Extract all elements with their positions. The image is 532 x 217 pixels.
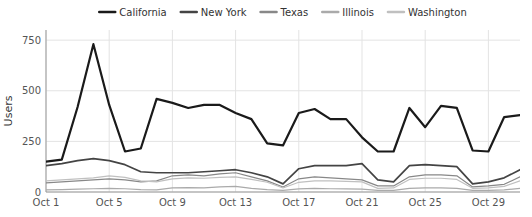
legend-label: Illinois	[342, 7, 374, 18]
y-tick-label: 750	[22, 35, 41, 46]
y-tick-label: 250	[22, 136, 41, 147]
grid-line-x	[235, 30, 236, 192]
lines	[46, 44, 520, 190]
legend-swatch	[99, 11, 115, 14]
grid-line-x	[46, 30, 47, 192]
chart: 0 250 500 750 Oct 1 Oct 5 Oct 9 Oct 13 Oct 17 Oct…	[0, 0, 532, 217]
series-line	[46, 44, 520, 161]
grid-line-x	[488, 30, 489, 192]
x-tick-label: Oct 13	[219, 197, 252, 208]
legend-swatch	[388, 11, 404, 14]
legend-label: New York	[201, 7, 247, 18]
grid-line-x	[109, 30, 110, 192]
series-line	[46, 159, 520, 184]
grid-line-x	[172, 30, 173, 192]
grid-line-x	[298, 30, 299, 192]
x-tick-label: Oct 17	[282, 197, 315, 208]
grid-line-y	[46, 141, 520, 142]
legend-label: Washington	[408, 7, 467, 18]
y-axis-line	[46, 30, 47, 192]
legend: California New York Texas Illinois Washingto…	[99, 7, 466, 18]
grid-line-y	[46, 40, 520, 41]
legend-swatch	[181, 11, 197, 14]
legend-label: Texas	[280, 7, 309, 18]
x-tick-label: Oct 21	[345, 197, 378, 208]
y-tick-label: 0	[35, 187, 41, 198]
grid-line-y	[46, 192, 520, 193]
x-tick-label: Oct 29	[472, 197, 505, 208]
legend-label: California	[119, 7, 167, 18]
y-axis-label: Users	[2, 95, 15, 126]
grid-line-y	[46, 90, 520, 91]
x-axis-line	[46, 192, 520, 193]
x-tick-label: Oct 5	[96, 197, 123, 208]
y-tick-label: 500	[22, 85, 41, 96]
x-tick-label: Oct 1	[33, 197, 60, 208]
legend-swatch	[261, 11, 277, 14]
grid-line-x	[425, 30, 426, 192]
x-tick-label: Oct 9	[159, 197, 186, 208]
series-line	[46, 173, 520, 187]
grid-line-x	[362, 30, 363, 192]
x-tick-label: Oct 25	[409, 197, 442, 208]
legend-swatch	[322, 11, 338, 14]
series-line	[46, 176, 520, 189]
